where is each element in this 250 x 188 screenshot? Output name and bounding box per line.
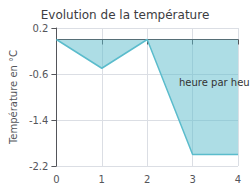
svg-text:-2.2: -2.2 [29, 161, 49, 172]
svg-text:-1.4: -1.4 [29, 115, 49, 126]
svg-text:-0.6: -0.6 [29, 69, 49, 80]
svg-text:1: 1 [99, 174, 105, 185]
svg-text:Température en °C: Température en °C [8, 50, 19, 145]
svg-text:2: 2 [144, 174, 150, 185]
svg-text:0: 0 [53, 174, 59, 185]
svg-text:3: 3 [189, 174, 195, 185]
svg-text:0.2: 0.2 [33, 23, 49, 34]
svg-text:4: 4 [235, 174, 241, 185]
svg-text:heure par heure: heure par heure [179, 77, 250, 88]
svg-text:Evolution de la température: Evolution de la température [41, 8, 210, 22]
